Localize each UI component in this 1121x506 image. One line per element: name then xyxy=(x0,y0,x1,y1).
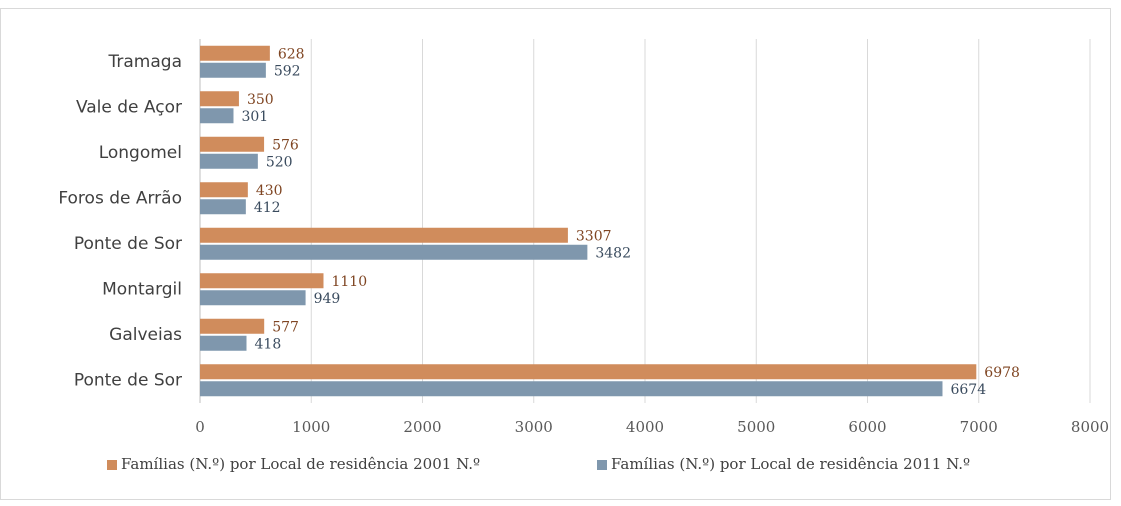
legend-label: Famílias (N.º) por Local de residência 2… xyxy=(611,455,970,473)
data-label: 577 xyxy=(272,319,299,335)
data-label: 430 xyxy=(256,183,283,199)
data-label: 3307 xyxy=(576,228,612,244)
x-tick-label: 6000 xyxy=(848,418,886,436)
bar xyxy=(200,45,270,61)
bar xyxy=(200,381,943,397)
bar xyxy=(200,108,234,124)
bar xyxy=(200,91,239,107)
x-tick-label: 0 xyxy=(195,418,205,436)
x-tick-label: 7000 xyxy=(960,418,998,436)
legend-swatch xyxy=(597,460,607,470)
data-label: 6674 xyxy=(950,382,986,398)
bar xyxy=(200,335,247,351)
chart-frame xyxy=(0,8,1111,500)
legend-swatch xyxy=(107,460,117,470)
data-label: 418 xyxy=(255,336,282,352)
data-label: 949 xyxy=(314,291,341,307)
bar xyxy=(200,62,266,78)
bar xyxy=(200,364,977,380)
data-label: 6978 xyxy=(984,365,1020,381)
data-label: 592 xyxy=(274,63,301,79)
data-label: 576 xyxy=(272,137,299,153)
y-tick-label: Galveias xyxy=(109,325,182,345)
bar xyxy=(200,136,265,152)
y-tick-label: Longomel xyxy=(99,143,182,163)
x-tick-label: 5000 xyxy=(737,418,775,436)
x-tick-label: 8000 xyxy=(1071,418,1109,436)
x-tick-label: 3000 xyxy=(515,418,553,436)
y-tick-label: Tramaga xyxy=(108,52,182,72)
data-label: 628 xyxy=(278,46,305,62)
bar xyxy=(200,273,324,289)
y-tick-label: Montargil xyxy=(102,279,182,299)
data-label: 1110 xyxy=(331,274,367,290)
data-label: 350 xyxy=(247,92,274,108)
bar xyxy=(200,199,246,215)
y-tick-label: Vale de Açor xyxy=(76,97,182,117)
y-tick-label: Foros de Arrão xyxy=(58,188,182,208)
data-label: 520 xyxy=(266,154,293,170)
x-tick-label: 2000 xyxy=(403,418,441,436)
y-tick-label: Ponte de Sor xyxy=(74,370,182,390)
legend-label: Famílias (N.º) por Local de residência 2… xyxy=(121,455,480,473)
bar xyxy=(200,244,588,260)
x-tick-label: 4000 xyxy=(626,418,664,436)
data-label: 3482 xyxy=(595,245,631,261)
bar xyxy=(200,227,568,243)
bar xyxy=(200,318,265,334)
data-label: 301 xyxy=(241,109,268,125)
bar xyxy=(200,290,306,306)
data-label: 412 xyxy=(254,200,281,216)
x-tick-label: 1000 xyxy=(292,418,330,436)
bar xyxy=(200,182,248,198)
bar xyxy=(200,153,258,169)
y-tick-label: Ponte de Sor xyxy=(74,234,182,254)
